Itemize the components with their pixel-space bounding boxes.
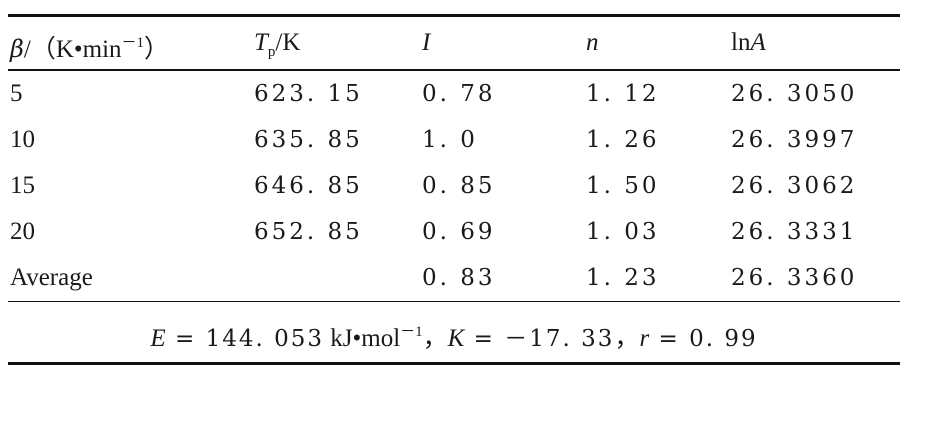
header-tp: Tp/K [254, 29, 301, 60]
cell-n: 1. 50 [586, 172, 660, 199]
header-beta: β/（K•min－1） [10, 35, 170, 63]
cell-tp: 652. 85 [254, 218, 363, 245]
cell-lna: 26. 3360 [731, 264, 858, 291]
header-lna: lnA [731, 29, 766, 56]
cell-lna: 26. 3050 [731, 80, 858, 107]
header-rule [8, 69, 900, 71]
cell-beta: Average [10, 263, 93, 291]
cell-i: 1. 0 [422, 126, 478, 153]
cell-n: 1. 12 [586, 80, 660, 107]
table-footnote: E = 144. 053 kJ•mol－1，K = －17. 33，r = 0.… [150, 324, 758, 352]
cell-n: 1. 03 [586, 218, 660, 245]
cell-i: 0. 78 [422, 80, 496, 107]
table-row: 15 646. 85 0. 85 1. 50 26. 3062 [8, 163, 900, 209]
kinetics-table: β/（K•min－1） Tp/K I n lnA 5 623. 15 0. 78… [8, 14, 900, 365]
cell-lna: 26. 3997 [731, 126, 858, 153]
cell-i: 0. 83 [422, 264, 496, 291]
table-row: 5 623. 15 0. 78 1. 12 26. 3050 [8, 71, 900, 117]
header-i: I [422, 29, 431, 56]
table-row: 10 635. 85 1. 0 1. 26 26. 3997 [8, 117, 900, 163]
header-n: n [586, 29, 599, 56]
table-row: 20 652. 85 0. 69 1. 03 26. 3331 [8, 209, 900, 255]
cell-tp: 623. 15 [254, 80, 363, 107]
cell-tp: 635. 85 [254, 126, 363, 153]
table-header-row: β/（K•min－1） Tp/K I n lnA [8, 17, 900, 69]
cell-n: 1. 23 [586, 264, 660, 291]
top-rule [8, 14, 900, 17]
footer-rule [8, 300, 900, 302]
cell-n: 1. 26 [586, 126, 660, 153]
cell-i: 0. 69 [422, 218, 496, 245]
cell-lna: 26. 3062 [731, 172, 858, 199]
table-row-average: Average 0. 83 1. 23 26. 3360 [8, 255, 900, 301]
table-footer-row: E = 144. 053 kJ•mol－1，K = －17. 33，r = 0.… [8, 302, 900, 362]
cell-lna: 26. 3331 [731, 218, 858, 245]
cell-i: 0. 85 [422, 172, 496, 199]
cell-beta: 20 [10, 217, 35, 245]
cell-beta: 5 [10, 79, 23, 107]
cell-beta: 10 [10, 125, 35, 153]
cell-beta: 15 [10, 171, 35, 199]
cell-tp: 646. 85 [254, 172, 363, 199]
bottom-rule [8, 362, 900, 365]
